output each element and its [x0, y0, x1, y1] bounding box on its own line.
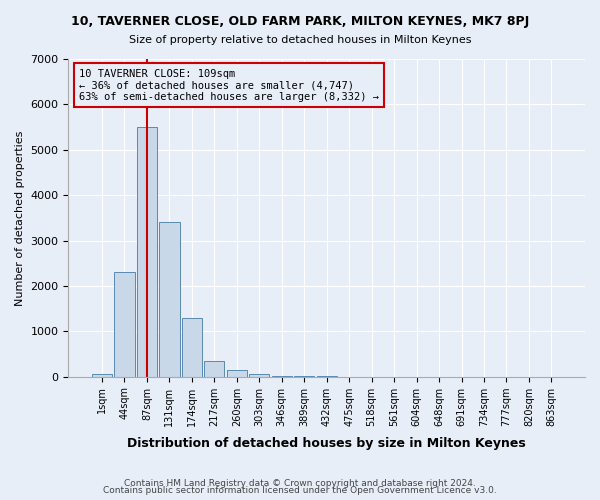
Bar — [204, 361, 224, 376]
Bar — [249, 374, 269, 376]
X-axis label: Distribution of detached houses by size in Milton Keynes: Distribution of detached houses by size … — [127, 437, 526, 450]
Bar — [182, 318, 202, 376]
Bar — [92, 374, 112, 376]
Text: Contains public sector information licensed under the Open Government Licence v3: Contains public sector information licen… — [103, 486, 497, 495]
Bar — [137, 127, 157, 376]
Text: 10, TAVERNER CLOSE, OLD FARM PARK, MILTON KEYNES, MK7 8PJ: 10, TAVERNER CLOSE, OLD FARM PARK, MILTO… — [71, 15, 529, 28]
Text: Contains HM Land Registry data © Crown copyright and database right 2024.: Contains HM Land Registry data © Crown c… — [124, 478, 476, 488]
Text: Size of property relative to detached houses in Milton Keynes: Size of property relative to detached ho… — [129, 35, 471, 45]
Bar — [115, 272, 134, 376]
Bar — [159, 222, 179, 376]
Bar — [227, 370, 247, 376]
Y-axis label: Number of detached properties: Number of detached properties — [15, 130, 25, 306]
Text: 10 TAVERNER CLOSE: 109sqm
← 36% of detached houses are smaller (4,747)
63% of se: 10 TAVERNER CLOSE: 109sqm ← 36% of detac… — [79, 68, 379, 102]
